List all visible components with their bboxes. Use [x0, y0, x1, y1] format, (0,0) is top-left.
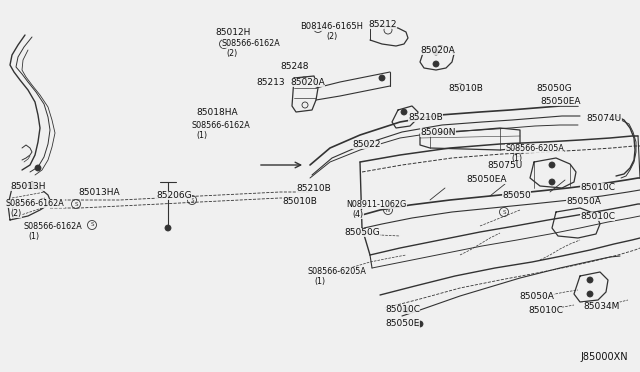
Text: 85013H: 85013H — [10, 182, 45, 191]
Text: 85010C: 85010C — [385, 305, 420, 314]
Text: 85248: 85248 — [280, 62, 308, 71]
Circle shape — [433, 61, 439, 67]
Text: (1): (1) — [196, 131, 207, 140]
Text: 85212: 85212 — [368, 20, 397, 29]
Text: 85034M: 85034M — [583, 302, 620, 311]
Text: S08566-6205A: S08566-6205A — [505, 144, 564, 153]
Text: S08566-6162A: S08566-6162A — [6, 199, 65, 208]
Circle shape — [549, 162, 555, 168]
Text: 85010C: 85010C — [528, 306, 563, 315]
Circle shape — [401, 109, 407, 115]
Text: 85013HA: 85013HA — [78, 188, 120, 197]
Text: B08146-6165H: B08146-6165H — [300, 22, 363, 31]
Text: S: S — [90, 222, 93, 228]
Text: (2): (2) — [226, 49, 237, 58]
Circle shape — [587, 277, 593, 283]
Text: S08566-6162A: S08566-6162A — [222, 39, 281, 48]
Text: 85206G: 85206G — [156, 191, 191, 200]
Text: B: B — [316, 26, 320, 31]
Circle shape — [29, 182, 35, 188]
Circle shape — [35, 165, 41, 171]
Text: (2): (2) — [10, 209, 21, 218]
Text: 85050A: 85050A — [566, 197, 601, 206]
Text: 85018HA: 85018HA — [196, 108, 237, 117]
Text: 85010B: 85010B — [448, 84, 483, 93]
Text: (2): (2) — [326, 32, 337, 41]
Circle shape — [417, 321, 423, 327]
Text: 85012H: 85012H — [215, 28, 250, 37]
Circle shape — [587, 291, 593, 297]
Text: 85020A: 85020A — [420, 46, 455, 55]
Text: S: S — [516, 150, 520, 154]
Text: 85050EA: 85050EA — [540, 97, 580, 106]
Text: 85050EA: 85050EA — [466, 175, 506, 184]
Text: S08566-6205A: S08566-6205A — [308, 267, 367, 276]
Text: S08566-6162A: S08566-6162A — [192, 121, 251, 130]
Text: S: S — [502, 209, 506, 215]
Text: 85050E: 85050E — [385, 319, 419, 328]
Text: 85210B: 85210B — [296, 184, 331, 193]
Text: (1): (1) — [511, 154, 522, 163]
Text: 85010C: 85010C — [580, 183, 615, 192]
Text: 85020A: 85020A — [290, 78, 324, 87]
Text: S: S — [190, 198, 194, 202]
Text: N: N — [386, 208, 390, 212]
Text: N08911-1062G: N08911-1062G — [346, 200, 406, 209]
Text: 85210B: 85210B — [408, 113, 443, 122]
Text: 85213: 85213 — [256, 78, 285, 87]
Circle shape — [165, 225, 171, 231]
Text: 85050G: 85050G — [536, 84, 572, 93]
Circle shape — [403, 307, 409, 313]
Text: 85022: 85022 — [352, 140, 381, 149]
Text: 85075U: 85075U — [487, 161, 522, 170]
Text: 85050A: 85050A — [519, 292, 554, 301]
Text: 85090N: 85090N — [420, 128, 456, 137]
Text: 85010C: 85010C — [580, 212, 615, 221]
Text: J85000XN: J85000XN — [580, 352, 628, 362]
Text: S: S — [222, 42, 226, 46]
Text: 85050: 85050 — [502, 191, 531, 200]
Text: 85050G: 85050G — [344, 228, 380, 237]
Text: (4): (4) — [352, 210, 363, 219]
Text: S: S — [74, 202, 77, 206]
Text: (1): (1) — [28, 232, 39, 241]
Text: (1): (1) — [314, 277, 325, 286]
Text: S08566-6162A: S08566-6162A — [24, 222, 83, 231]
Circle shape — [379, 75, 385, 81]
Text: 85010B: 85010B — [282, 197, 317, 206]
Circle shape — [549, 179, 555, 185]
Text: 85074U: 85074U — [586, 114, 621, 123]
Circle shape — [433, 49, 439, 55]
